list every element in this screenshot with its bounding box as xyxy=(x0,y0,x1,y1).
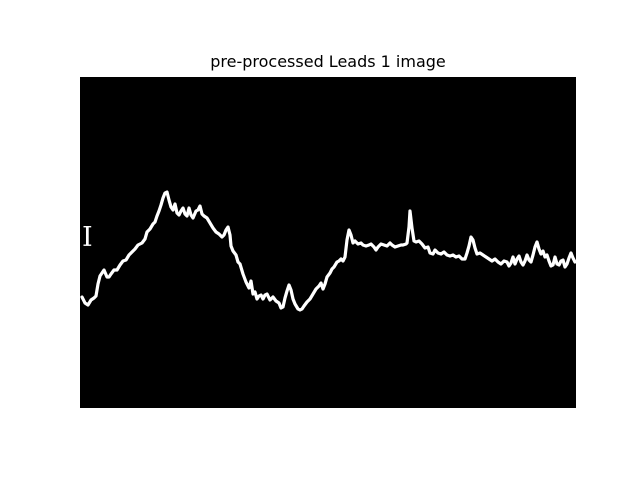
figure-title: pre-processed Leads 1 image xyxy=(210,52,446,71)
ecg-image-panel: I xyxy=(80,77,576,408)
ecg-trace-line xyxy=(80,190,576,312)
ecg-trace xyxy=(80,190,576,312)
lead-label: I xyxy=(82,222,93,253)
